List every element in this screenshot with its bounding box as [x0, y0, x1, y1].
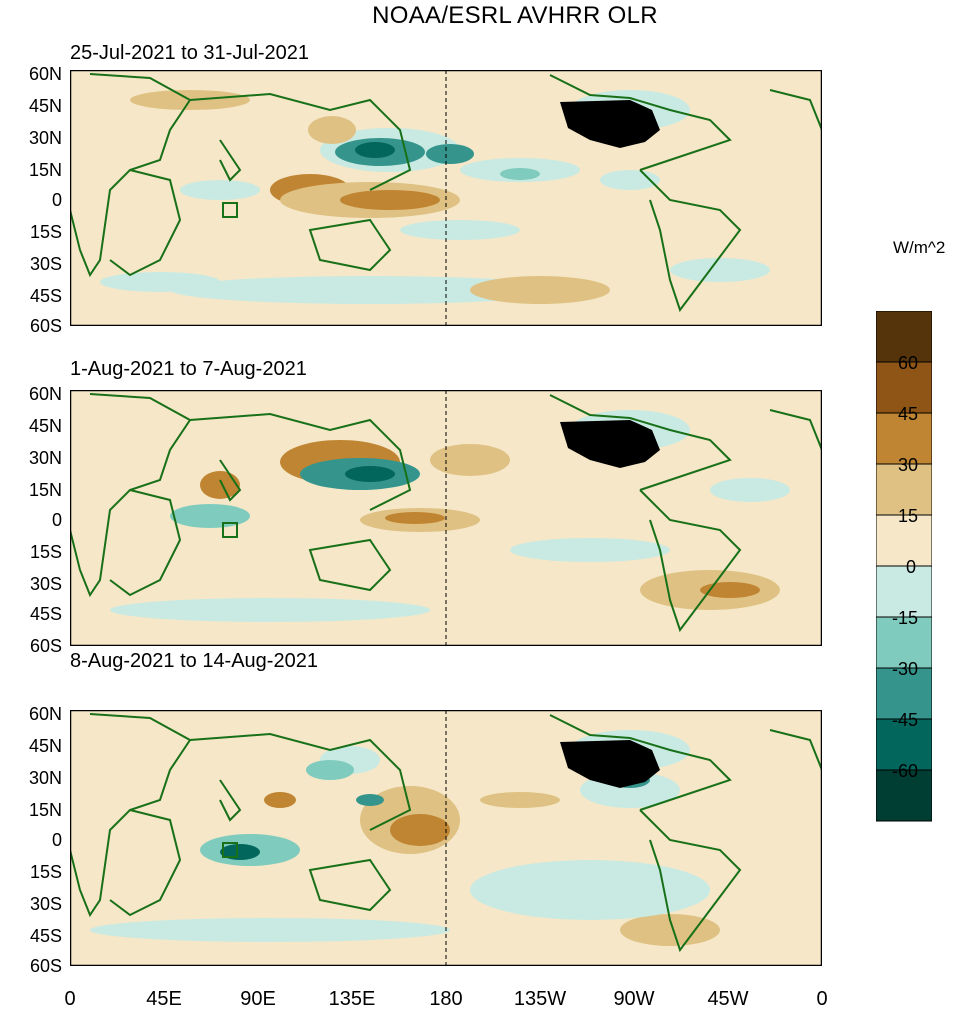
colorbar-label: 30 [898, 455, 919, 475]
lat-label: 0 [51, 830, 62, 850]
lat-label: 45N [28, 96, 62, 116]
panel-1-map [70, 70, 822, 326]
colorbar-label: 15 [898, 506, 919, 526]
lat-label: 15N [28, 160, 62, 180]
lat-label: 45S [29, 926, 62, 946]
lat-label: 30N [28, 448, 62, 468]
lat-label: 30S [29, 254, 62, 274]
lat-label: 60N [28, 704, 62, 724]
chart-title: NOAA/ESRL AVHRR OLR [372, 2, 658, 29]
lat-label: 15N [28, 480, 62, 500]
lat-label: 30S [29, 894, 62, 914]
panel-2-map [70, 390, 822, 646]
lon-label: 135E [328, 988, 376, 1010]
colorbar-label: -30 [892, 659, 919, 679]
panel-3-date-range: 8-Aug-2021 to 14-Aug-2021 [70, 650, 318, 672]
lat-label: 0 [51, 190, 62, 210]
panel-3-map [70, 710, 822, 966]
lat-label: 45S [29, 604, 62, 624]
lat-label: 60S [29, 636, 62, 656]
panel-2-date-range: 1-Aug-2021 to 7-Aug-2021 [70, 358, 307, 380]
lat-label: 60S [29, 316, 62, 336]
colorbar-swatch [876, 412, 932, 465]
lon-label: 135W [513, 988, 567, 1010]
colorbar-swatch [876, 667, 932, 720]
panel-1-map-svg [70, 70, 822, 326]
colorbar-label: 0 [906, 557, 917, 577]
colorbar-label: -15 [892, 608, 919, 628]
colorbar-swatch [876, 565, 932, 618]
colorbar-swatch [876, 311, 932, 363]
lat-label: 15S [29, 222, 62, 242]
lat-label: 0 [51, 510, 62, 530]
panel-3-map-svg [70, 710, 822, 966]
lon-label: 90W [613, 988, 655, 1010]
lon-label: 45E [146, 988, 182, 1010]
colorbar [876, 311, 932, 822]
lon-label: 90E [240, 988, 276, 1010]
lat-label: 45N [28, 736, 62, 756]
colorbar-swatch [876, 718, 932, 771]
panel-1-date-range: 25-Jul-2021 to 31-Jul-2021 [70, 42, 310, 64]
lat-label: 15S [29, 862, 62, 882]
lon-label: 0 [64, 988, 76, 1010]
lat-label: 15N [28, 800, 62, 820]
lat-label: 45S [29, 286, 62, 306]
panel-2-map-svg [70, 390, 822, 646]
lat-label: 60N [28, 384, 62, 404]
colorbar-label: -60 [892, 761, 919, 781]
lat-label: 30S [29, 574, 62, 594]
lat-label: 15S [29, 542, 62, 562]
colorbar-unit: W/m^2 [893, 238, 946, 257]
colorbar-swatch [876, 769, 932, 822]
lon-label: 0 [816, 988, 828, 1010]
colorbar-swatch [876, 361, 932, 414]
lat-label: 30N [28, 768, 62, 788]
lon-label: 180 [429, 988, 463, 1010]
lat-label: 60S [29, 956, 62, 976]
colorbar-swatch [876, 514, 932, 567]
colorbar-label: 45 [898, 404, 919, 424]
colorbar-label: 60 [898, 353, 919, 373]
lat-label: 30N [28, 128, 62, 148]
colorbar-label: -45 [892, 710, 919, 730]
lat-label: 60N [28, 64, 62, 84]
lon-label: 45W [707, 988, 749, 1010]
lat-label: 45N [28, 416, 62, 436]
